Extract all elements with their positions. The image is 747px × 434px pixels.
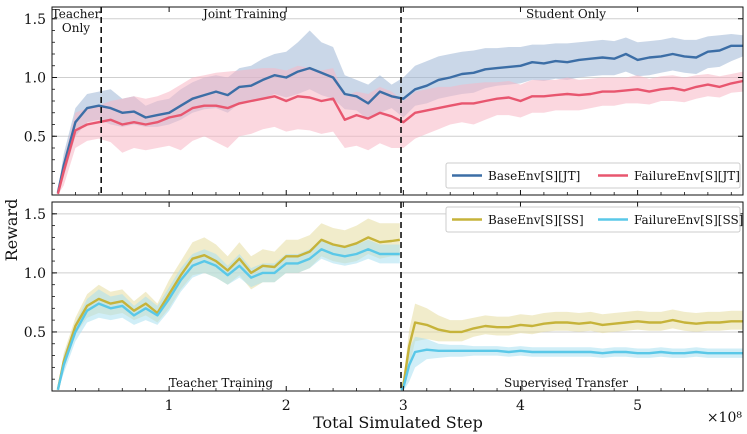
top-legend: BaseEnv[S][JT] FailureEnv[S][JT] xyxy=(445,162,741,189)
bottom-phase-label-teacher-training: Teacher Training xyxy=(169,376,273,390)
bottom-series-lines xyxy=(56,236,743,391)
y-axis-label: Reward xyxy=(2,199,21,262)
y-tick-label: 1.0 xyxy=(24,71,46,87)
x-tick-label: 4 xyxy=(516,398,525,414)
y-tick-label: 0.5 xyxy=(24,129,46,145)
x-tick-label: 2 xyxy=(282,398,291,414)
top-series-lines xyxy=(56,44,744,195)
series-line-FailureEnv[S][JT] xyxy=(56,79,744,195)
legend-label-failureenv-ss: FailureEnv[S][SS] xyxy=(634,213,743,227)
top-y-ticks: 0.5 1.0 1.5 xyxy=(24,12,743,184)
legend-label-failureenv-jt: FailureEnv[S][JT] xyxy=(634,169,740,183)
top-axes-frame xyxy=(51,6,744,196)
top-legend-box xyxy=(445,162,741,189)
x-tick-label: 5 xyxy=(633,398,642,414)
legend-label-baseenv-jt: BaseEnv[S][JT] xyxy=(488,169,580,183)
series-line-FailureEnv[S][SS] xyxy=(56,248,400,391)
x-tick-label: 3 xyxy=(399,398,408,414)
top-phase-label-only: Only xyxy=(62,21,90,35)
x-axis-scale-label: ×10⁸ xyxy=(707,410,743,426)
x-axis-label: Total Simulated Step xyxy=(313,413,483,432)
bottom-panel: 0.5 1.0 1.5 1 2 3 4 5 Teacher Training Supervi… xyxy=(24,201,744,414)
series-line-BaseEnv[S][SS] xyxy=(400,318,743,390)
bottom-phase-label-supervised-transfer: Supervised Transfer xyxy=(504,376,628,390)
series-line-BaseEnv[S][SS] xyxy=(56,236,400,391)
legend-label-baseenv-ss: BaseEnv[S][SS] xyxy=(488,213,584,227)
bottom-legend-box xyxy=(445,206,741,233)
x-tick-label: 1 xyxy=(165,398,174,414)
bottom-legend: BaseEnv[S][SS] FailureEnv[S][SS] xyxy=(445,206,743,233)
y-tick-label: 0.5 xyxy=(24,325,46,341)
y-tick-label: 1.5 xyxy=(24,12,46,28)
y-tick-label: 1.0 xyxy=(24,266,46,282)
top-phase-label-joint-training: Joint Training xyxy=(201,7,287,21)
top-phase-label-teacher: Teacher xyxy=(52,7,101,21)
series-line-BaseEnv[S][JT] xyxy=(56,44,743,193)
top-phase-label-student-only: Student Only xyxy=(526,7,606,21)
top-panel: 0.5 1.0 1.5 Teacher Only Joint Training St… xyxy=(24,6,744,196)
bottom-axes-frame xyxy=(51,201,744,392)
y-tick-label: 1.5 xyxy=(24,207,46,223)
series-line-FailureEnv[S][SS] xyxy=(400,348,743,391)
bottom-y-ticks: 0.5 1.0 1.5 xyxy=(24,207,743,380)
